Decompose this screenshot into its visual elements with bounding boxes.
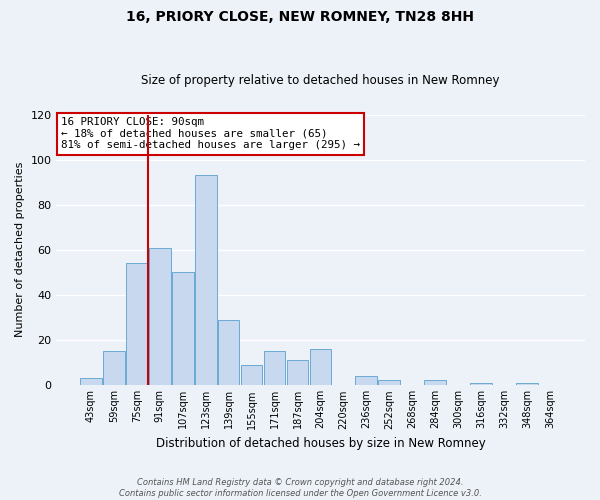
Bar — [379, 380, 400, 385]
Bar — [287, 360, 308, 385]
Bar — [103, 351, 125, 385]
Bar — [263, 351, 286, 385]
Bar — [172, 272, 194, 385]
Bar — [80, 378, 102, 385]
Text: 16 PRIORY CLOSE: 90sqm
← 18% of detached houses are smaller (65)
81% of semi-det: 16 PRIORY CLOSE: 90sqm ← 18% of detached… — [61, 118, 360, 150]
Bar — [241, 364, 262, 385]
Bar — [126, 264, 148, 385]
Bar — [149, 248, 170, 385]
Bar — [355, 376, 377, 385]
Bar — [470, 382, 492, 385]
Bar — [424, 380, 446, 385]
X-axis label: Distribution of detached houses by size in New Romney: Distribution of detached houses by size … — [155, 437, 485, 450]
Bar — [218, 320, 239, 385]
Bar — [195, 176, 217, 385]
Text: 16, PRIORY CLOSE, NEW ROMNEY, TN28 8HH: 16, PRIORY CLOSE, NEW ROMNEY, TN28 8HH — [126, 10, 474, 24]
Text: Contains HM Land Registry data © Crown copyright and database right 2024.
Contai: Contains HM Land Registry data © Crown c… — [119, 478, 481, 498]
Bar — [310, 349, 331, 385]
Title: Size of property relative to detached houses in New Romney: Size of property relative to detached ho… — [141, 74, 500, 87]
Y-axis label: Number of detached properties: Number of detached properties — [15, 162, 25, 338]
Bar — [516, 382, 538, 385]
